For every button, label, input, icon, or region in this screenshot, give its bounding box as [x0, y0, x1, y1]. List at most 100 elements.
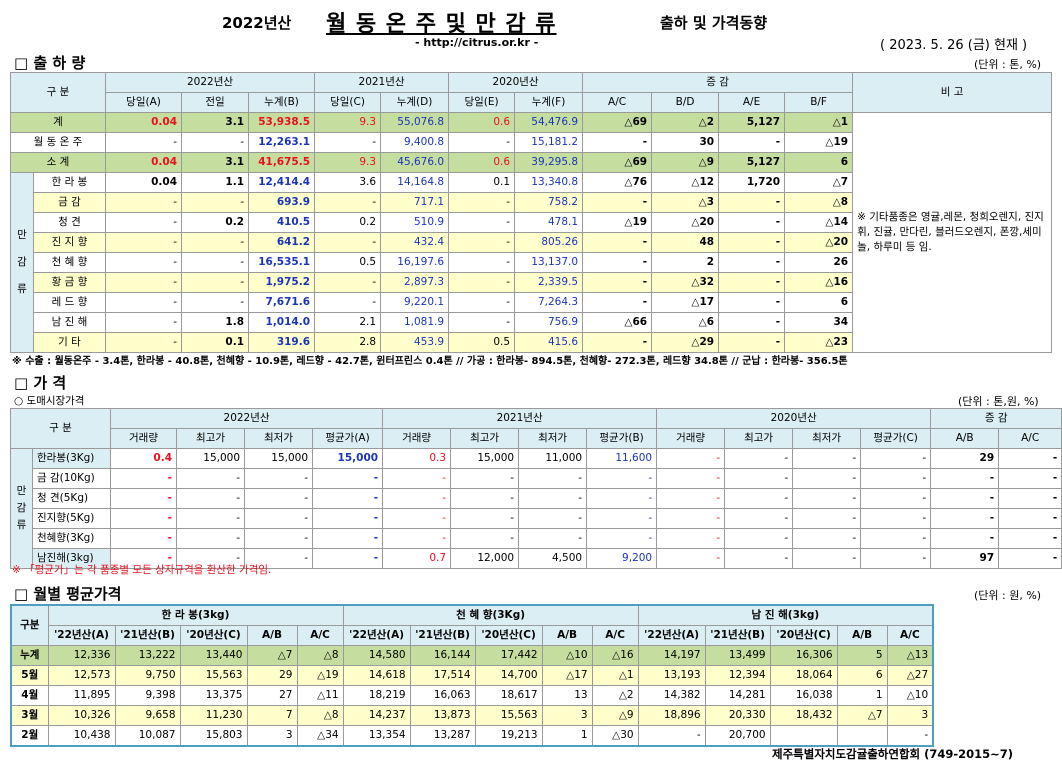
cell: 756.9 — [514, 312, 584, 333]
cell: 9,220.1 — [380, 292, 450, 313]
cell: 11,230 — [179, 705, 248, 726]
price-group-2020: 2020년산 — [656, 408, 932, 429]
cell: △9 — [591, 705, 639, 726]
table-row: 황 금 향 - - 1,975.2 - 2,897.3 - 2,339.5 - … — [10, 272, 1052, 293]
cell: △76 — [582, 172, 653, 193]
cell: - — [176, 528, 246, 549]
subcol: 당일(C) — [314, 92, 382, 113]
subcol: 누계(B) — [248, 92, 316, 113]
cell: 0.4 — [110, 448, 178, 469]
cell: 17,442 — [474, 645, 543, 666]
cell: 1.1 — [181, 172, 250, 193]
cell: △27 — [886, 665, 934, 686]
cell: 18,432 — [769, 705, 838, 726]
cell: △2 — [651, 112, 720, 133]
cell: - — [582, 272, 653, 293]
cell: 29 — [246, 665, 298, 686]
cell: 15,000 — [244, 448, 314, 469]
subcol: '21년산(B) — [704, 625, 771, 646]
price-header-gubun: 구 분 — [9, 408, 112, 449]
cell: - — [792, 448, 862, 469]
cell: △66 — [582, 312, 653, 333]
table-row: 천 혜 향 - - 16,535.1 0.5 16,197.6 - 13,137… — [11, 252, 1052, 273]
cell: 3 — [246, 725, 298, 747]
monthly-unit: (단위 : 원, %) — [974, 589, 1042, 602]
cell: △23 — [784, 332, 854, 353]
cell: - — [105, 272, 183, 293]
cell: 2.8 — [314, 332, 382, 353]
cell: - — [450, 468, 520, 489]
cell: - — [176, 488, 246, 509]
row-label: 진지향(5Kg) — [31, 508, 112, 529]
cell: △16 — [784, 272, 854, 293]
cell: 2.1 — [314, 312, 382, 333]
cell: - — [105, 332, 183, 353]
cell: 17,514 — [409, 665, 476, 686]
subcol: A/E — [718, 92, 786, 113]
cell: 11,600 — [586, 448, 658, 469]
row-label: 금 감 — [32, 192, 107, 213]
cell: 13 — [541, 685, 593, 706]
subcol: '20년산(C) — [474, 625, 543, 646]
table-row: 3월 10,326 9,658 11,230 7 △8 14,237 13,87… — [10, 705, 934, 726]
subcol: 최저가 — [792, 428, 862, 449]
subcol: '20년산(C) — [769, 625, 838, 646]
cell: - — [314, 192, 382, 213]
cell: 7 — [246, 705, 298, 726]
cell: - — [314, 232, 382, 253]
cell: 9,398 — [114, 685, 181, 706]
table-row: 만 감 류 한라봉(3Kg) 0.4 15,000 15,000 15,000 … — [10, 448, 1062, 569]
row-label: 남 진 해 — [32, 312, 107, 333]
cell: 10,326 — [47, 705, 116, 726]
subcol: '20년산(C) — [179, 625, 248, 646]
cell: 20,700 — [704, 725, 771, 747]
cell: - — [312, 508, 384, 529]
cell: - — [998, 528, 1062, 549]
cell: △10 — [541, 645, 593, 666]
cell: - — [105, 212, 183, 233]
cell: 11,895 — [47, 685, 116, 706]
cell: 13,340.8 — [514, 172, 584, 193]
cell: △11 — [296, 685, 344, 706]
cell: - — [718, 312, 786, 333]
cell: 15,000 — [450, 448, 520, 469]
row-label: 한라봉(3Kg) — [31, 448, 112, 469]
page-subtitle: 출하 및 가격동향 — [660, 14, 768, 32]
row-label: 4월 — [10, 685, 49, 706]
cell: - — [656, 468, 726, 489]
cell: 2 — [651, 252, 720, 273]
cell: 15,000 — [176, 448, 246, 469]
cell: - — [718, 272, 786, 293]
cell: 1 — [836, 685, 888, 706]
cell: - — [312, 528, 384, 549]
row-label: 3월 — [10, 705, 49, 726]
cell: - — [181, 132, 250, 153]
cell: 14,281 — [704, 685, 771, 706]
cell: △1 — [784, 112, 854, 133]
side-label-mangam: 만 감 류 — [10, 172, 34, 353]
cell: 510.9 — [380, 212, 450, 233]
cell: - — [656, 448, 726, 469]
row-label: 남진해(3kg) — [31, 548, 112, 569]
cell: 13,354 — [342, 725, 411, 747]
cell: - — [998, 448, 1062, 469]
cell: 9.3 — [314, 152, 382, 173]
cell: - — [656, 528, 726, 549]
cell: △13 — [886, 645, 934, 666]
cell: - — [181, 272, 250, 293]
cell: - — [724, 508, 794, 529]
cell: - — [312, 548, 384, 569]
cell: - — [244, 508, 314, 529]
cell: 5,127 — [718, 112, 786, 133]
cell: - — [930, 508, 1000, 529]
cell: △8 — [784, 192, 854, 213]
cell: - — [792, 488, 862, 509]
row-label: 레 드 향 — [32, 292, 107, 313]
subcol: 거래량 — [656, 428, 726, 449]
cell — [836, 725, 888, 747]
table-row: 누계 12,336 13,222 13,440 △7 △8 14,580 16,… — [10, 645, 934, 666]
cell: 13,440 — [179, 645, 248, 666]
row-label: 천혜향(3Kg) — [31, 528, 112, 549]
side-label-mangam: 만 감 류 — [10, 448, 33, 569]
table-row: 계 0.04 3.1 53,938.5 9.3 55,076.8 0.6 54,… — [9, 112, 1053, 353]
